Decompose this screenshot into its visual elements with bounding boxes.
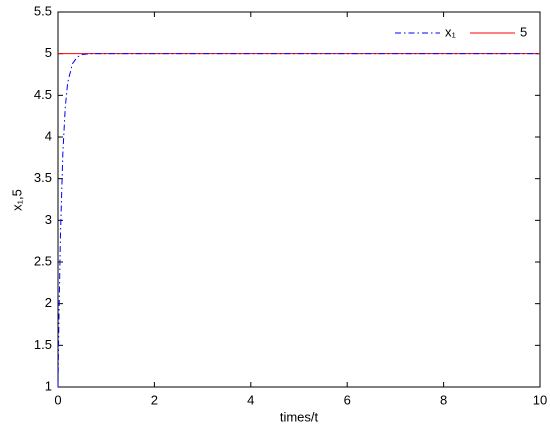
- y-tick-label: 4.5: [34, 87, 52, 102]
- series-line: [57, 53, 540, 388]
- x-tick-label: 0: [54, 392, 61, 407]
- y-tick-label: 4: [45, 128, 52, 143]
- y-tick-label: 5: [45, 45, 52, 60]
- x-tick-label: 6: [344, 392, 351, 407]
- y-axis-label: x₁,5: [9, 189, 24, 211]
- y-tick-label: 2: [45, 295, 52, 310]
- x-axis-label: times/t: [280, 409, 319, 424]
- legend-label: x₁: [445, 24, 457, 39]
- y-tick-label: 3: [45, 212, 52, 227]
- y-tick-label: 2.5: [34, 253, 52, 268]
- x-tick-label: 4: [247, 392, 254, 407]
- y-tick-label: 1: [45, 378, 52, 393]
- y-tick-label: 3.5: [34, 170, 52, 185]
- legend-label: 5: [520, 24, 527, 39]
- y-tick-label: 1.5: [34, 337, 52, 352]
- plot-area: [57, 11, 541, 388]
- x-tick-label: 10: [533, 392, 547, 407]
- y-tick-label: 5.5: [34, 3, 52, 18]
- x-tick-label: 8: [440, 392, 447, 407]
- x-tick-label: 2: [151, 392, 158, 407]
